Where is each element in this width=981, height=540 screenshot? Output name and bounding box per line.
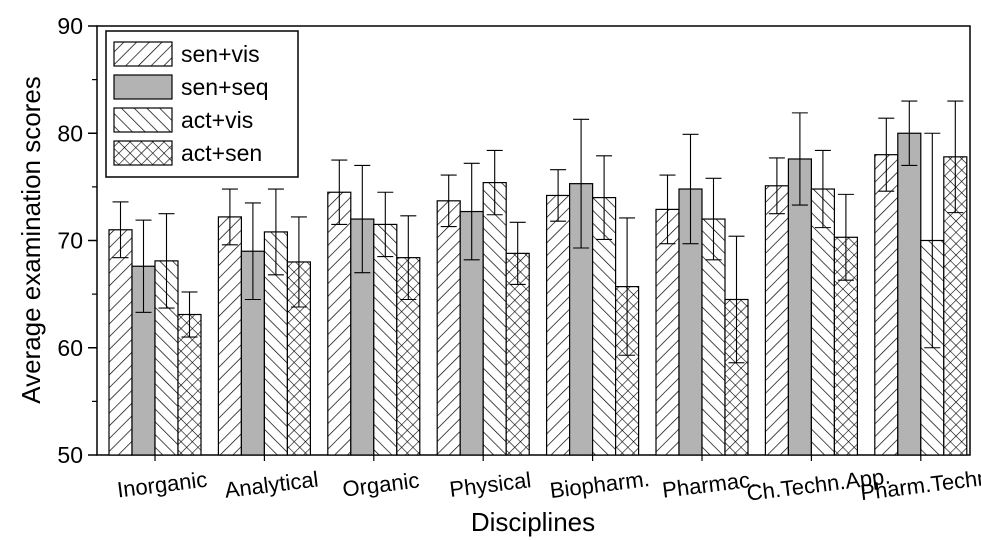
- legend-swatch-act-vis: [113, 107, 173, 133]
- x-axis-title: Disciplines: [471, 507, 595, 537]
- bar-sen-vis-6: [764, 185, 790, 456]
- x-axis: Inorganic Analytical Organic Physical Biopha…: [116, 455, 981, 506]
- legend-label: sen+seq: [181, 74, 269, 100]
- legend-swatch-sen-seq: [113, 74, 173, 100]
- x-tick-label: Pharmac.: [661, 466, 758, 502]
- legend-label: sen+vis: [181, 41, 260, 67]
- bar-act-vis-6: [810, 188, 836, 456]
- bar-sen-seq-7: [897, 132, 922, 456]
- x-tick-label: Inorganic: [116, 467, 209, 503]
- legend: sen+vis sen+seq act+vis act+sen: [105, 30, 299, 178]
- y-tick-label: 50: [57, 442, 83, 468]
- x-tick-label: Analytical: [223, 466, 320, 502]
- y-tick-label: 90: [57, 13, 83, 39]
- bar-sen-vis-0: [108, 229, 133, 456]
- y-axis: 50 60 70 80 90: [57, 13, 97, 468]
- legend-label: act+vis: [181, 107, 253, 133]
- legend-swatch-sen-vis: [113, 41, 173, 67]
- bar-sen-vis-3: [436, 200, 461, 456]
- bars-group: [108, 132, 968, 456]
- x-tick-label: Physical: [448, 467, 532, 502]
- bar-act-vis-2: [373, 223, 398, 456]
- legend-label: act+sen: [181, 140, 262, 166]
- bar-sen-vis-2: [327, 191, 352, 456]
- y-tick-label: 80: [57, 120, 83, 146]
- bar-sen-vis-7: [874, 154, 899, 456]
- y-tick-label: 60: [57, 335, 83, 361]
- y-tick-label: 70: [57, 228, 83, 254]
- bar-sen-vis-4: [545, 194, 571, 456]
- error-bars-group: [112, 100, 964, 364]
- bar-sen-vis-1: [217, 216, 242, 456]
- bar-act-vis-3: [482, 181, 507, 456]
- y-axis-title: Average examination scores: [16, 76, 46, 404]
- x-tick-label: Biopharm.: [548, 466, 651, 503]
- bar-sen-vis-5: [655, 208, 680, 456]
- x-tick-label: Organic: [341, 467, 421, 501]
- legend-swatch-act-sen: [113, 140, 173, 166]
